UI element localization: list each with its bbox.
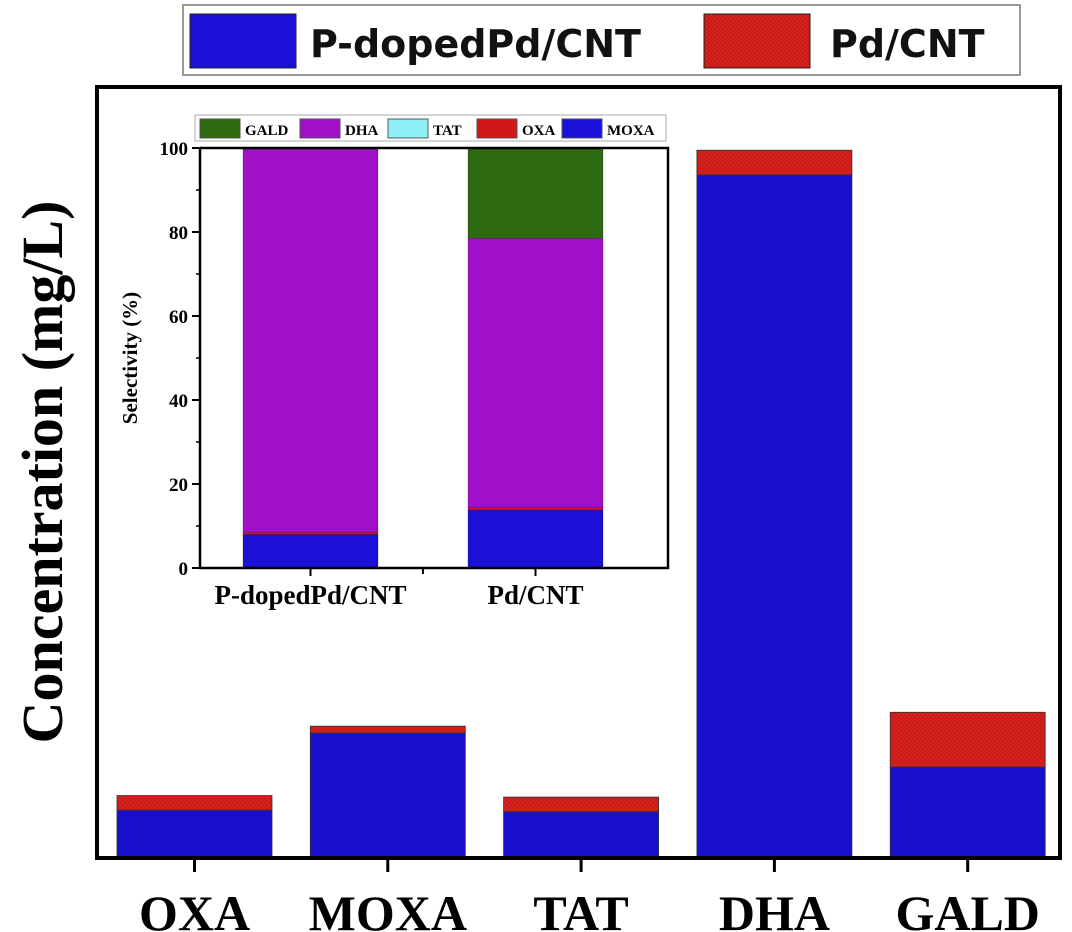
inset-x-label-pd-cnt: Pd/CNT [487,580,583,610]
inset-legend-label-moxa: MOXA [607,123,655,139]
inset-legend-label-oxa: OXA [522,123,556,139]
inset-bar-pd-cnt-oxa [467,506,604,511]
inset-legend-swatch-moxa [561,118,603,139]
inset-y-tick-label-20: 20 [169,475,188,496]
inset-axes-frame [198,146,670,570]
x-tick-label-oxa: OXA [139,885,250,932]
inset-y-tick-label-0: 0 [179,559,189,580]
inset-bar-pd-cnt-gald [467,147,604,239]
x-tick-label-tat: TAT [533,885,628,932]
inset-legend-swatch-gald [199,118,241,139]
inset-y-tick-label-60: 60 [169,307,188,328]
x-tick-label-moxa: MOXA [309,885,467,932]
inset-legend-swatch-dha [299,118,341,139]
inset-y-axis-label: Selectivity (%) [118,292,142,424]
inset-legend-label-tat: TAT [433,123,462,139]
legend-swatch-p-doped [189,13,297,69]
legend-label-pd-cnt: Pd/CNT [830,22,985,66]
inset-bar-pd-cnt-moxa [467,509,604,569]
x-tick-label-dha: DHA [719,885,830,932]
inset-bar-pd-cnt-dha [467,238,604,508]
inset-legend-label-dha: DHA [345,123,379,139]
inset-y-tick-label-80: 80 [169,223,188,244]
main-plot-frame [95,85,1062,860]
inset-bar-p-dopedpd-cnt-dha [242,147,379,533]
inset-chart: GALD DHA TAT OXA MOXA 0 20 40 60 80 100 P-dopedPd… [118,114,670,610]
legend-label-p-doped: P-dopedPd/CNT [310,22,641,66]
inset-legend-swatch-tat [387,118,429,139]
inset-x-label-p-dopedpd-cnt: P-dopedPd/CNT [214,580,406,610]
inset-legend-label-gald: GALD [245,123,289,139]
inset-y-tick-label-40: 40 [169,391,188,412]
main-y-axis-label: Concentration (mg/L) [10,201,75,744]
inset-bar-p-dopedpd-cnt-oxa [242,531,379,535]
inset-y-tick-label-100: 100 [160,139,189,160]
x-tick-label-gald: GALD [895,885,1039,932]
main-legend: P-dopedPd/CNT Pd/CNT [182,4,1021,76]
inset-bar-p-dopedpd-cnt-moxa [242,534,379,569]
inset-legend-swatch-oxa [476,118,518,139]
